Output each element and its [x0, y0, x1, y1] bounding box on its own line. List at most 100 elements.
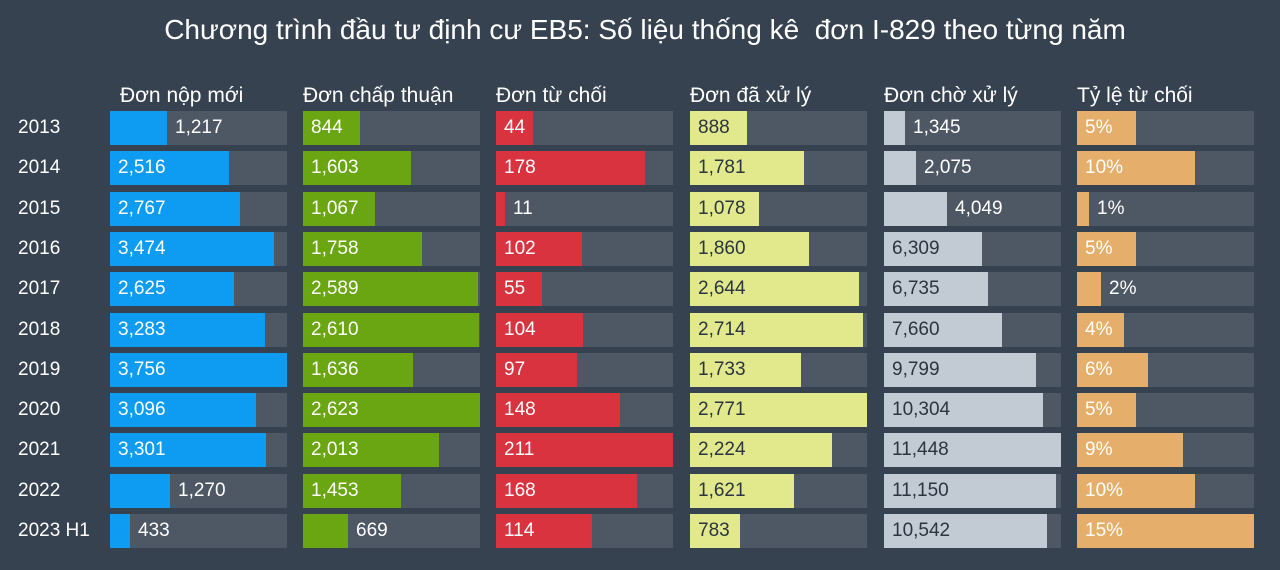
bar-value-label: 3,301: [118, 439, 166, 461]
bar-track: 1,453: [303, 473, 480, 508]
bar-approved: [303, 352, 413, 387]
bar-track: 1,603: [303, 151, 480, 186]
row-label: 2020: [18, 399, 61, 421]
bar-value-label: 2,589: [311, 278, 359, 300]
bar-track: 15%: [1077, 514, 1254, 548]
bar-approved: [303, 312, 479, 347]
bar-approved: [303, 514, 348, 548]
row-label: 2014: [18, 157, 61, 179]
bar-value-label: 2,075: [924, 157, 972, 179]
bar-value-label: 3,756: [118, 358, 166, 380]
bar-track: 433: [110, 514, 287, 548]
bar-track: 102: [496, 231, 673, 266]
bar-processed: [690, 231, 809, 266]
bar-track: 10%: [1077, 151, 1254, 186]
bar-processed: [690, 514, 740, 548]
bar-track: 10%: [1077, 473, 1254, 508]
bar-pending: [884, 352, 1036, 387]
bar-track: 1,067: [303, 191, 480, 226]
bar-value-label: 2,623: [311, 399, 359, 421]
bar-value-label: 2,224: [698, 439, 746, 461]
bar-denied: [496, 433, 673, 468]
bar-track: 5%: [1077, 393, 1254, 428]
bar-value-label: 2,767: [118, 197, 166, 219]
bar-denied: [496, 473, 637, 508]
bar-track: 2,610: [303, 312, 480, 347]
bar-filed: [110, 433, 266, 468]
bar-value-label: 2,714: [698, 318, 746, 340]
bar-value-label: 1,067: [311, 197, 359, 219]
bar-pending: [884, 231, 982, 266]
bar-pending: [884, 514, 1047, 548]
bar-processed: [690, 111, 747, 145]
column-header-approved: Đơn chấp thuận: [303, 84, 454, 107]
bar-approved: [303, 111, 360, 145]
bar-value-label: 1,621: [698, 479, 746, 501]
bar-processed: [690, 473, 794, 508]
bar-track: 2,075: [884, 151, 1061, 186]
bar-track: 2,589: [303, 272, 480, 307]
row-label: 2021: [18, 439, 61, 461]
bar-denial_rate: [1077, 312, 1124, 347]
bar-value-label: 2,625: [118, 278, 166, 300]
bar-value-label: 1,453: [311, 479, 359, 501]
bar-processed: [690, 433, 832, 468]
bar-track: 844: [303, 111, 480, 145]
column-header-denied: Đơn từ chối: [496, 84, 607, 107]
bar-value-label: 7,660: [892, 318, 940, 340]
bar-processed: [690, 151, 804, 186]
bar-approved: [303, 393, 480, 428]
bar-track: 2%: [1077, 272, 1254, 307]
bar-denial_rate: [1077, 352, 1148, 387]
bar-value-label: 168: [504, 479, 536, 501]
bar-pending: [884, 433, 1061, 468]
bar-denied: [496, 231, 582, 266]
row-label: 2019: [18, 358, 61, 380]
bar-value-label: 11,150: [892, 479, 949, 501]
bar-value-label: 148: [504, 399, 536, 421]
bar-denied: [496, 514, 592, 548]
bar-track: 2,625: [110, 272, 287, 307]
bar-value-label: 3,096: [118, 399, 166, 421]
bar-track: 3,756: [110, 352, 287, 387]
bar-track: 2,516: [110, 151, 287, 186]
bar-denied: [496, 312, 583, 347]
bar-track: 4%: [1077, 312, 1254, 347]
bar-track: 211: [496, 433, 673, 468]
bar-value-label: 1,860: [698, 237, 746, 259]
bar-denial_rate: [1077, 151, 1195, 186]
bar-pending: [884, 111, 905, 145]
bar-value-label: 97: [504, 358, 526, 380]
bar-filed: [110, 473, 170, 508]
bar-value-label: 44: [504, 117, 526, 138]
bar-track: 11: [496, 191, 673, 226]
bar-track: 97: [496, 352, 673, 387]
bar-track: 2,767: [110, 191, 287, 226]
bar-track: 3,096: [110, 393, 287, 428]
bar-track: 1,621: [690, 473, 867, 508]
bar-approved: [303, 433, 439, 468]
bar-track: 2,013: [303, 433, 480, 468]
bar-track: 2,714: [690, 312, 867, 347]
bar-value-label: 1,636: [311, 358, 359, 380]
bar-value-label: 783: [698, 520, 730, 541]
bar-denied: [496, 151, 645, 186]
bar-track: 114: [496, 514, 673, 548]
bar-value-label: 4,049: [955, 197, 1003, 219]
bar-value-label: 114: [504, 520, 535, 541]
bar-pending: [884, 312, 1002, 347]
bar-track: 55: [496, 272, 673, 307]
bar-pending: [884, 393, 1043, 428]
bar-filed: [110, 111, 167, 145]
bar-value-label: 1%: [1097, 197, 1125, 219]
bar-pending: [884, 191, 947, 226]
column-header-pending: Đơn chờ xử lý: [884, 84, 1018, 107]
bar-approved: [303, 151, 411, 186]
bar-filed: [110, 393, 256, 428]
column-header-filed: Đơn nộp mới: [120, 84, 244, 107]
bar-track: 9,799: [884, 352, 1061, 387]
bar-value-label: 10%: [1085, 157, 1124, 179]
bar-track: 1,270: [110, 473, 287, 508]
bar-denied: [496, 111, 533, 145]
bar-track: 2,623: [303, 393, 480, 428]
